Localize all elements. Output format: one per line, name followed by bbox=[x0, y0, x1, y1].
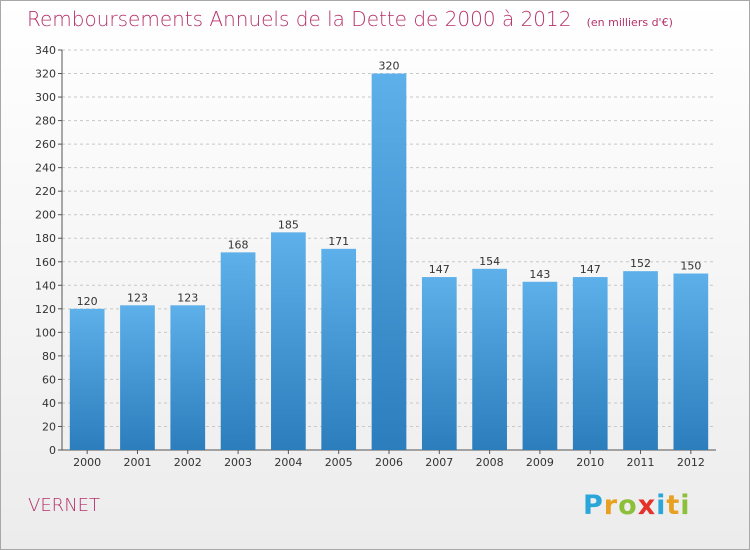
bar-value-label: 120 bbox=[77, 295, 98, 308]
y-tick-label: 100 bbox=[35, 326, 56, 339]
x-tick-label: 2006 bbox=[375, 456, 403, 469]
bar bbox=[673, 273, 709, 450]
x-tick-label: 2012 bbox=[677, 456, 705, 469]
logo-letter: i bbox=[656, 490, 667, 521]
x-tick-label: 2001 bbox=[123, 456, 151, 469]
chart-title: Remboursements Annuels de la Dette de 20… bbox=[27, 7, 572, 31]
bar-value-label: 150 bbox=[680, 260, 701, 273]
x-tick-label: 2004 bbox=[274, 456, 302, 469]
y-tick-label: 20 bbox=[42, 420, 56, 433]
chart-title-row: Remboursements Annuels de la Dette de 20… bbox=[27, 7, 673, 31]
y-tick-label: 300 bbox=[35, 91, 56, 104]
bar bbox=[69, 308, 105, 450]
logo-letter: o bbox=[618, 490, 638, 521]
bar-value-label: 143 bbox=[529, 268, 550, 281]
y-tick-label: 0 bbox=[49, 444, 56, 457]
x-tick-label: 2008 bbox=[476, 456, 504, 469]
logo-letter: t bbox=[666, 490, 681, 521]
x-tick-label: 2010 bbox=[576, 456, 604, 469]
bar bbox=[522, 281, 558, 450]
bar-value-label: 185 bbox=[278, 218, 299, 231]
bar bbox=[371, 73, 407, 450]
bar-value-label: 147 bbox=[429, 263, 450, 276]
bar-value-label: 152 bbox=[630, 257, 651, 270]
y-tick-label: 240 bbox=[35, 162, 56, 175]
bar bbox=[572, 277, 608, 450]
logo-letter: r bbox=[603, 490, 619, 521]
bar-value-label: 171 bbox=[328, 235, 349, 248]
bar bbox=[170, 305, 206, 450]
y-tick-label: 340 bbox=[35, 44, 56, 57]
proxiti-logo: Proxiti bbox=[583, 490, 691, 521]
bar bbox=[120, 305, 155, 450]
y-tick-label: 120 bbox=[35, 303, 56, 316]
y-tick-label: 140 bbox=[35, 279, 56, 292]
bar bbox=[220, 252, 256, 450]
bar-value-label: 154 bbox=[479, 255, 500, 268]
x-tick-label: 2011 bbox=[627, 456, 655, 469]
bar bbox=[421, 277, 457, 450]
y-tick-label: 260 bbox=[35, 138, 56, 151]
logo-letter: x bbox=[637, 490, 657, 521]
x-tick-label: 2007 bbox=[425, 456, 453, 469]
y-tick-label: 320 bbox=[35, 68, 56, 81]
y-tick-label: 40 bbox=[42, 397, 56, 410]
y-tick-label: 60 bbox=[42, 373, 56, 386]
bar-value-label: 147 bbox=[580, 263, 601, 276]
y-tick-label: 200 bbox=[35, 209, 56, 222]
logo-letter: P bbox=[583, 490, 604, 521]
chart-subtitle: (en milliers d'€) bbox=[586, 16, 673, 29]
bar-value-label: 123 bbox=[177, 291, 198, 304]
x-tick-label: 2002 bbox=[174, 456, 202, 469]
commune-name: VERNET bbox=[28, 495, 101, 516]
y-tick-label: 80 bbox=[42, 350, 56, 363]
bar bbox=[321, 248, 357, 450]
x-tick-label: 2009 bbox=[526, 456, 554, 469]
bar bbox=[623, 271, 658, 450]
x-tick-label: 2005 bbox=[325, 456, 353, 469]
y-tick-label: 280 bbox=[35, 115, 56, 128]
bar-value-label: 320 bbox=[379, 60, 400, 73]
y-tick-label: 220 bbox=[35, 185, 56, 198]
bar-value-label: 168 bbox=[228, 238, 249, 251]
bar-value-label: 123 bbox=[127, 291, 148, 304]
bar bbox=[271, 232, 306, 450]
x-tick-label: 2003 bbox=[224, 456, 252, 469]
y-tick-label: 160 bbox=[35, 256, 56, 269]
logo-letter: i bbox=[680, 490, 691, 521]
y-tick-label: 180 bbox=[35, 232, 56, 245]
bar bbox=[472, 268, 507, 450]
x-tick-label: 2000 bbox=[73, 456, 101, 469]
